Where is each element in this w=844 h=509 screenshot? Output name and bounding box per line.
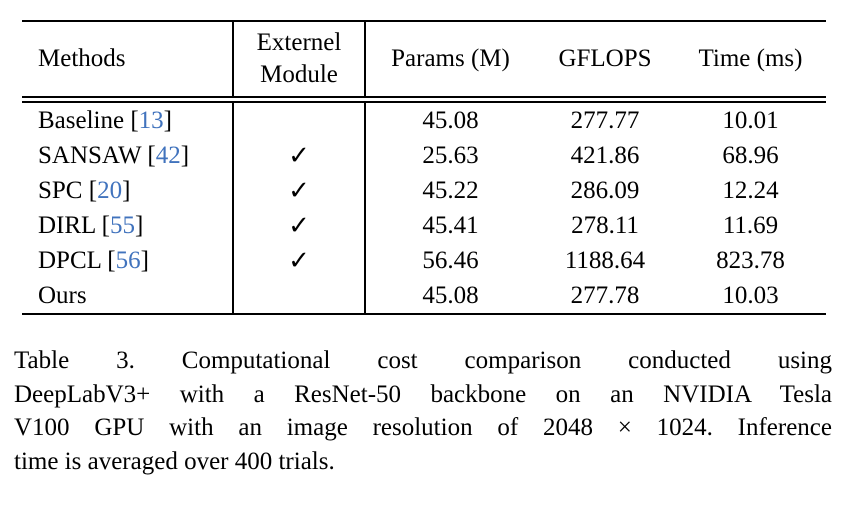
params-value: 45.22 bbox=[422, 177, 479, 204]
gflops-value: 1188.64 bbox=[564, 247, 646, 274]
method-label: SANSAW bbox=[38, 142, 142, 169]
time-value: 11.69 bbox=[722, 212, 779, 239]
gflops-value: 277.78 bbox=[570, 282, 640, 309]
citation-link[interactable]: 42 bbox=[155, 142, 181, 169]
table-header-row: Methods Externel Module Params (M) GFLOP… bbox=[22, 21, 826, 103]
header-external-module: Externel Module bbox=[233, 21, 366, 103]
time-value: 68.96 bbox=[722, 142, 779, 169]
citation-bracket: ] bbox=[122, 177, 131, 204]
method-label: SPC bbox=[38, 177, 83, 204]
citation-bracket: ] bbox=[163, 107, 172, 134]
method-cell: Baseline [13] bbox=[22, 99, 234, 138]
checkmark-icon: ✓ bbox=[233, 138, 366, 173]
table-row-baseline: Baseline [13] 45.08 277.77 10.01 bbox=[22, 99, 826, 138]
table-caption: Table 3. Computational cost comparison c… bbox=[14, 344, 832, 478]
header-time: Time (ms) bbox=[675, 21, 826, 103]
method-label: Baseline bbox=[38, 107, 125, 134]
gflops-value: 421.86 bbox=[570, 142, 640, 169]
citation-link[interactable]: 56 bbox=[115, 247, 141, 274]
header-methods: Methods bbox=[22, 21, 234, 103]
caption-line: Table 3. Computational cost comparison c… bbox=[14, 347, 832, 374]
header-params: Params (M) bbox=[365, 21, 535, 103]
method-cell: Ours bbox=[22, 278, 234, 314]
citation-bracket: [ bbox=[147, 142, 156, 169]
citation-bracket: [ bbox=[101, 212, 110, 239]
checkmark-icon: ✓ bbox=[233, 208, 366, 243]
table-row-ours: Ours 45.08 277.78 10.03 bbox=[22, 278, 826, 314]
time-value: 12.24 bbox=[722, 177, 779, 204]
params-value: 25.63 bbox=[422, 142, 479, 169]
method-cell: DPCL [56] bbox=[22, 243, 234, 278]
checkmark-icon: ✓ bbox=[233, 243, 366, 278]
time-value: 10.03 bbox=[722, 282, 779, 309]
citation-link[interactable]: 13 bbox=[138, 107, 164, 134]
citation-bracket: ] bbox=[180, 142, 190, 169]
method-label: DIRL bbox=[38, 212, 96, 239]
method-cell: DIRL [55] bbox=[22, 208, 234, 243]
table-row-dpcl: DPCL [56] ✓ 56.46 1188.64 823.78 bbox=[22, 243, 826, 278]
time-value: 10.01 bbox=[722, 107, 779, 134]
table-row-dirl: DIRL [55] ✓ 45.41 278.11 11.69 bbox=[22, 208, 826, 243]
method-label: Ours bbox=[38, 282, 87, 309]
time-value: 823.78 bbox=[716, 247, 785, 274]
caption-line: time is averaged over 400 trials. bbox=[14, 447, 335, 475]
computational-cost-table: Methods Externel Module Params (M) GFLOP… bbox=[22, 20, 826, 315]
params-value: 45.41 bbox=[422, 212, 479, 239]
table-row-sansaw: SANSAW [42] ✓ 25.63 421.86 68.96 bbox=[22, 138, 826, 173]
citation-bracket: [ bbox=[88, 177, 98, 204]
citation-bracket: [ bbox=[130, 107, 139, 134]
gflops-value: 278.11 bbox=[571, 212, 639, 239]
citation-link[interactable]: 20 bbox=[97, 177, 123, 204]
caption-line: DeepLabV3+ with a ResNet-50 backbone on … bbox=[14, 380, 832, 408]
citation-bracket: ] bbox=[140, 247, 149, 274]
header-gflops: GFLOPS bbox=[535, 21, 675, 103]
method-label: DPCL bbox=[38, 247, 101, 274]
params-value: 45.08 bbox=[422, 282, 479, 309]
caption-line: V100 GPU with an image resolution of 204… bbox=[14, 414, 832, 441]
params-value: 56.46 bbox=[422, 247, 479, 274]
citation-link[interactable]: 55 bbox=[109, 212, 135, 239]
external-module-cell bbox=[233, 99, 366, 138]
checkmark-icon: ✓ bbox=[233, 173, 366, 208]
params-value: 45.08 bbox=[422, 107, 479, 134]
citation-bracket: ] bbox=[134, 212, 144, 239]
method-cell: SANSAW [42] bbox=[22, 138, 234, 173]
gflops-value: 277.77 bbox=[570, 107, 640, 134]
gflops-value: 286.09 bbox=[570, 177, 640, 204]
citation-bracket: [ bbox=[107, 247, 116, 274]
method-cell: SPC [20] bbox=[22, 173, 234, 208]
table-row-spc: SPC [20] ✓ 45.22 286.09 12.24 bbox=[22, 173, 826, 208]
external-module-cell bbox=[233, 278, 366, 314]
